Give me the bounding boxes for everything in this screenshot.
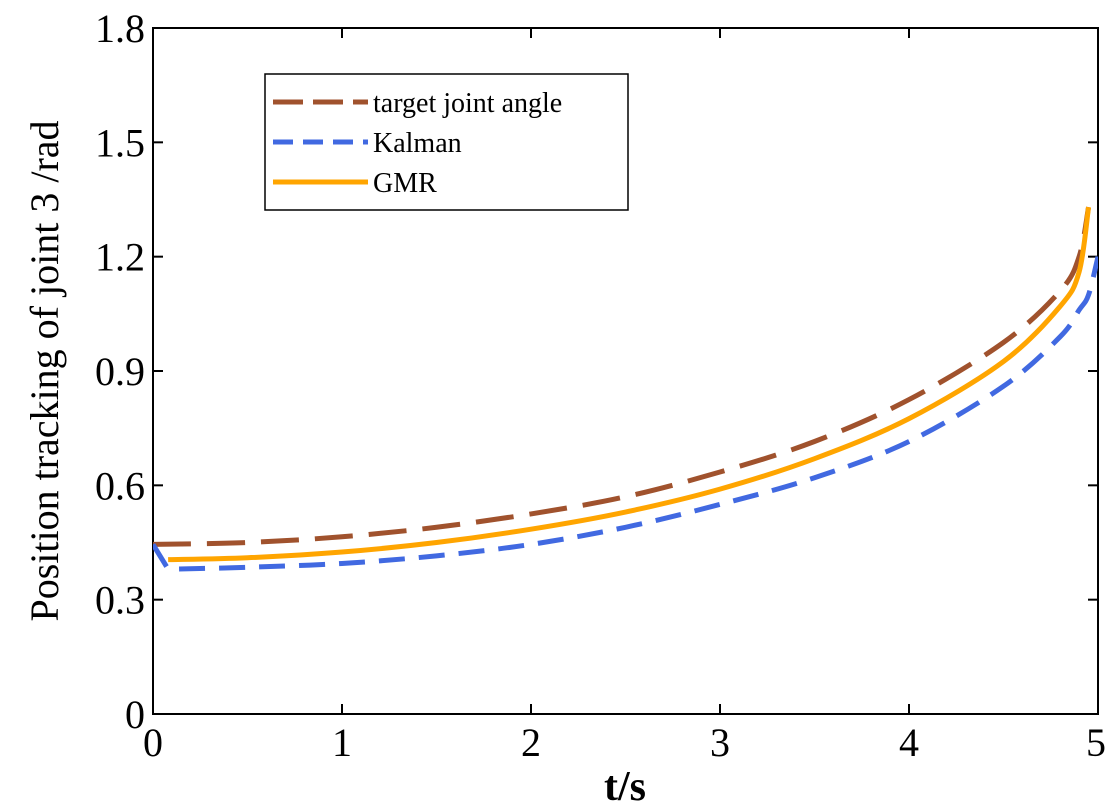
x-tick-label: 4: [899, 720, 919, 765]
x-tick-label: 2: [521, 720, 541, 765]
legend: target joint angle Kalman GMR: [264, 73, 629, 211]
x-tick-label: 5: [1086, 720, 1106, 765]
y-tick-label: 0.9: [95, 349, 145, 394]
series-line-2: [153, 256, 1098, 572]
y-tick-label: 1.2: [95, 235, 145, 280]
series-lines: [153, 206, 1098, 572]
legend-label: target joint angle: [373, 88, 562, 119]
y-tick-label: 0.3: [95, 578, 145, 623]
x-tick-label: 3: [710, 720, 730, 765]
y-axis-title: Position tracking of joint 3 /rad: [22, 120, 67, 621]
series-line-1: [153, 206, 1092, 547]
y-tick-label: 1.5: [95, 120, 145, 165]
series-line-3: [168, 206, 1092, 563]
tick-labels: 0 1 2 3 4 5 0 0.3 0.6 0.9 1.2 1.5 1.8: [95, 6, 1106, 765]
x-tick-label: 1: [332, 720, 352, 765]
x-tick-label: 0: [143, 720, 163, 765]
legend-box: [264, 73, 629, 211]
y-tick-label: 0.6: [95, 463, 145, 508]
x-axis-title: t/s: [604, 764, 646, 810]
y-tick-label: 1.8: [95, 6, 145, 51]
legend-label: GMR: [373, 168, 437, 199]
legend-label: Kalman: [373, 128, 462, 159]
ticks: [152, 27, 1099, 715]
y-tick-label: 0: [125, 692, 145, 737]
